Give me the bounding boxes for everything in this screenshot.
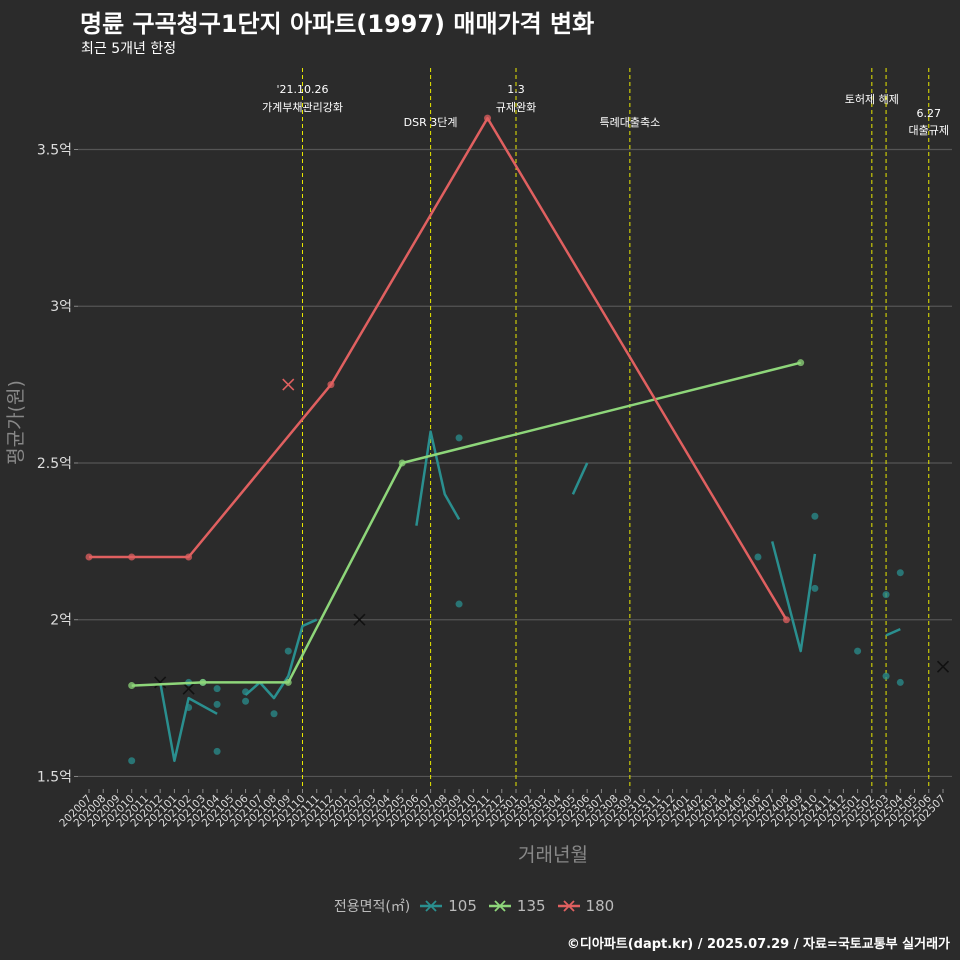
series-105-point	[213, 747, 221, 755]
series-105-line	[770, 541, 817, 653]
price-chart: 1.5억2억2.5억3억3.5억202007202008202009202010…	[5, 68, 952, 866]
y-tick-label: 3.5억	[37, 143, 72, 159]
series-105-point	[455, 600, 463, 608]
legend-key-135-icon	[488, 900, 511, 912]
series-105-point	[854, 647, 862, 655]
series-135-point	[199, 678, 207, 686]
event-label: 규제완화	[496, 101, 536, 114]
series-105-cross-marker	[353, 613, 366, 626]
series-105-line	[571, 462, 589, 495]
chart-title: 명륜 구곡청구1단지 아파트(1997) 매매가격 변화	[80, 10, 595, 38]
series-105-point	[896, 678, 904, 686]
series-105-point	[213, 700, 221, 708]
event-label-date: 6.27	[917, 107, 942, 120]
series-180-point	[185, 553, 193, 561]
series-135-point	[128, 682, 136, 690]
y-tick-label: 1.5억	[37, 769, 72, 785]
series-105-point	[284, 647, 292, 655]
series-105-point	[882, 591, 890, 599]
event-label: 가계부채관리강화	[262, 101, 343, 114]
series-135-point	[284, 678, 292, 686]
series-135-line	[131, 361, 802, 687]
y-tick-label: 2.5억	[37, 456, 72, 472]
series-180-point	[484, 114, 492, 122]
series-180-cross-marker	[282, 378, 295, 391]
legend-item-105: 105	[420, 897, 477, 915]
legend-item-180: 180	[557, 897, 615, 915]
legend-label-180: 180	[585, 897, 615, 915]
series-105-line	[885, 627, 901, 637]
series-105-point	[896, 569, 904, 577]
series-105-point	[754, 553, 762, 561]
series-180-point	[782, 616, 790, 624]
series-180-point	[128, 553, 136, 561]
series-180-point	[327, 381, 335, 389]
series-105-point	[242, 688, 250, 696]
series-105-cross-marker	[182, 682, 195, 695]
series-105-point	[185, 703, 193, 711]
series-105-point	[213, 685, 221, 693]
series-105-point	[811, 584, 819, 592]
y-tick-label: 3억	[50, 299, 72, 315]
x-axis-title: 거래년월	[518, 844, 588, 866]
legend-label-135: 135	[516, 897, 546, 915]
series-105-cross-marker	[154, 676, 167, 689]
series-105-line	[415, 430, 461, 526]
series-105-line	[158, 682, 218, 763]
series-180-line	[89, 116, 788, 621]
source-caption: ©디아파트(dapt.kr) / 2025.07.29 / 자료=국토교통부 실…	[566, 937, 950, 952]
series-105-cross-marker	[936, 660, 950, 673]
series-180-point	[85, 553, 93, 561]
series-135-point	[797, 359, 805, 367]
event-label: 토허제 해제	[845, 92, 899, 106]
legend-key-105-icon	[420, 900, 443, 912]
legend-key-180-icon	[557, 900, 580, 912]
series-105-line	[244, 618, 318, 700]
event-label-date: 1.3	[507, 83, 525, 96]
series-105-point	[270, 710, 278, 718]
legend-label-105: 105	[448, 897, 477, 915]
event-label: DSR 3단계	[404, 116, 458, 129]
event-label: 특례대출축소	[599, 116, 660, 129]
series-105-point	[242, 697, 250, 705]
chart-subtitle: 최근 5개년 한정	[81, 41, 177, 57]
y-tick-label: 2억	[50, 613, 72, 629]
y-axis-title: 평균가(원)	[5, 380, 27, 465]
series-135-point	[398, 459, 406, 467]
series-105-point	[128, 757, 136, 765]
legend-title: 전용면적(㎡)	[333, 899, 411, 915]
series-105-point	[882, 672, 890, 680]
event-label: 대출규제	[909, 124, 949, 137]
series-105-point	[811, 512, 819, 520]
legend: 전용면적(㎡) 105 135 180	[0, 896, 960, 916]
series-105-point	[455, 434, 463, 442]
legend-item-135: 135	[488, 897, 546, 915]
event-label-date: '21.10.26	[276, 83, 328, 96]
